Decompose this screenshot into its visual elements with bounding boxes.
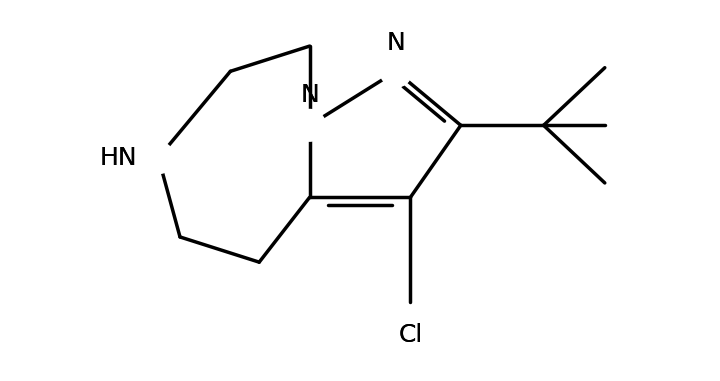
Circle shape: [380, 56, 412, 87]
Text: Cl: Cl: [398, 323, 423, 347]
Text: N: N: [300, 83, 319, 107]
Circle shape: [294, 109, 325, 141]
Text: HN: HN: [99, 146, 137, 170]
Circle shape: [143, 142, 174, 174]
Text: N: N: [300, 83, 319, 107]
Text: Cl: Cl: [398, 323, 423, 347]
Text: N: N: [387, 32, 405, 56]
Bar: [385, 316, 436, 352]
Text: N: N: [387, 32, 405, 56]
Text: HN: HN: [99, 146, 137, 170]
Text: Cl: Cl: [398, 323, 423, 347]
